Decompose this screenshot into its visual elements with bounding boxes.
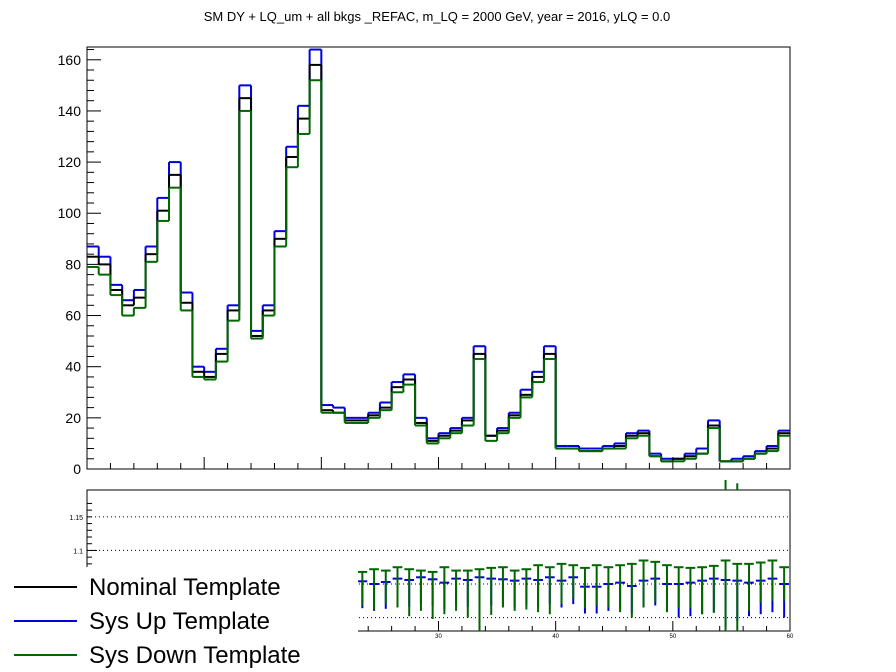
ratio-x-tick-label: 40 — [552, 634, 559, 640]
y-tick-label: 20 — [65, 410, 81, 426]
legend: Nominal Template Sys Up Template Sys Dow… — [0, 567, 358, 672]
series-sys-down-template — [87, 79, 790, 463]
y-tick-label: 160 — [58, 52, 82, 68]
legend-label-sys-up: Sys Up Template — [89, 608, 270, 635]
main-y-axis: 0 20 40 60 80 100 120 140 160 — [58, 49, 101, 477]
series-nominal-template — [87, 63, 790, 463]
main-x-axis — [86, 457, 791, 469]
ratio-y-tick-label: 1.15 — [69, 515, 83, 522]
legend-label-nominal: Nominal Template — [89, 574, 281, 601]
series-sys-up-template — [87, 48, 790, 463]
y-tick-label: 80 — [65, 256, 81, 272]
main-plot-frame — [86, 46, 791, 470]
y-tick-label: 120 — [58, 154, 82, 170]
y-tick-label: 0 — [73, 461, 81, 477]
legend-entry-sys-down: Sys Down Template — [14, 642, 301, 669]
main-series-group — [87, 48, 790, 463]
ratio-x-tick-label: 30 — [435, 634, 442, 640]
ratio-x-tick-label: 60 — [787, 634, 794, 640]
legend-entry-nominal: Nominal Template — [14, 574, 281, 601]
y-tick-label: 40 — [65, 359, 81, 375]
chart-title: SM DY + LQ_um + all bkgs _REFAC, m_LQ = … — [204, 9, 670, 24]
ratio-y-tick-label: 1.1 — [73, 548, 83, 555]
ratio-x-tick-label: 50 — [669, 634, 676, 640]
legend-label-sys-down: Sys Down Template — [89, 642, 301, 669]
y-tick-label: 140 — [58, 103, 82, 119]
main-plot-pad: 0 20 40 60 80 100 120 140 160 — [58, 46, 791, 477]
legend-entry-sys-up: Sys Up Template — [14, 608, 270, 635]
y-tick-label: 100 — [58, 205, 82, 221]
y-tick-label: 60 — [65, 308, 81, 324]
